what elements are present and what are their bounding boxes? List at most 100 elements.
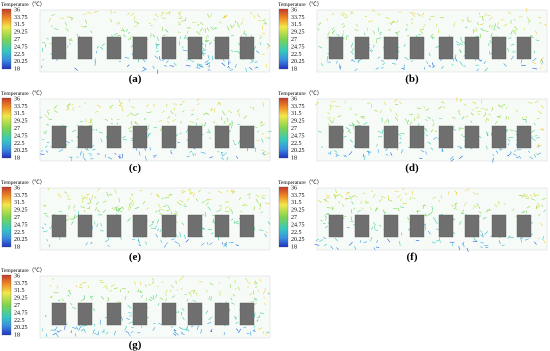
- velocity-vector: [497, 200, 500, 205]
- velocity-vector: [463, 103, 467, 106]
- velocity-vector: [507, 235, 511, 239]
- server-rack: [51, 125, 67, 149]
- velocity-vector: [396, 19, 399, 23]
- velocity-vector: [530, 198, 536, 201]
- velocity-vector: [535, 136, 541, 139]
- velocity-vector: [92, 308, 96, 312]
- velocity-vector: [75, 326, 79, 331]
- velocity-vector: [68, 156, 72, 158]
- velocity-vector: [533, 192, 536, 198]
- velocity-vector: [91, 194, 93, 200]
- colorbar-tick: 24.75: [14, 133, 28, 139]
- velocity-vector: [338, 63, 341, 69]
- velocity-vector: [396, 148, 398, 151]
- velocity-vector: [149, 296, 155, 300]
- velocity-vector: [137, 288, 140, 292]
- velocity-vector: [352, 122, 354, 125]
- velocity-vector: [449, 156, 454, 160]
- velocity-vector: [103, 200, 107, 203]
- velocity-vector: [192, 21, 197, 24]
- velocity-vector: [496, 26, 501, 30]
- velocity-vector: [459, 50, 461, 53]
- velocity-vector: [49, 227, 52, 229]
- server-rack: [239, 125, 255, 149]
- velocity-vector: [113, 32, 118, 36]
- velocity-vector: [434, 130, 438, 133]
- velocity-vector: [129, 129, 132, 133]
- domain: [39, 98, 271, 162]
- server-rack: [161, 125, 177, 149]
- velocity-vector: [381, 59, 384, 62]
- server-rack: [383, 36, 399, 60]
- velocity-vector: [369, 49, 372, 52]
- velocity-vector: [377, 130, 382, 134]
- velocity-vector: [521, 210, 526, 214]
- velocity-vector: [314, 101, 320, 106]
- velocity-vector: [121, 27, 125, 33]
- velocity-vector: [357, 60, 360, 64]
- colorbar-tick: 29.25: [291, 208, 305, 214]
- velocity-vector: [399, 137, 402, 140]
- velocity-vector: [44, 145, 48, 148]
- colorbar-tick: 33.75: [291, 104, 305, 110]
- velocity-vector: [480, 28, 484, 32]
- velocity-vector: [534, 100, 539, 104]
- velocity-vector: [186, 155, 190, 158]
- server-rack: [106, 214, 122, 238]
- velocity-vector: [409, 11, 413, 14]
- velocity-vector: [496, 116, 501, 118]
- velocity-vector: [45, 315, 47, 318]
- velocity-vector: [538, 145, 540, 148]
- velocity-vector: [157, 228, 160, 231]
- velocity-vector: [230, 190, 235, 192]
- velocity-vector: [427, 141, 432, 145]
- velocity-vector: [174, 331, 179, 336]
- velocity-vector: [79, 325, 82, 329]
- velocity-vector: [174, 211, 178, 214]
- velocity-vector: [540, 58, 543, 61]
- velocity-vector: [230, 124, 233, 129]
- velocity-vector: [53, 105, 58, 109]
- velocity-vector: [228, 122, 232, 127]
- velocity-vector: [457, 146, 463, 148]
- colorbar-tick: 27: [291, 215, 297, 221]
- server-rack: [328, 214, 344, 238]
- velocity-vector: [140, 281, 142, 286]
- velocity-vector: [462, 243, 465, 248]
- velocity-vector: [380, 196, 386, 198]
- velocity-vector: [185, 65, 191, 67]
- velocity-vector: [201, 51, 205, 56]
- velocity-vector: [82, 153, 84, 158]
- velocity-vector: [240, 21, 244, 25]
- velocity-vector: [435, 24, 437, 27]
- velocity-vector: [178, 23, 181, 26]
- velocity-vector: [261, 152, 265, 156]
- velocity-vector: [375, 67, 379, 70]
- colorbar-tick: 18: [14, 156, 20, 162]
- velocity-vector: [118, 208, 120, 213]
- velocity-vector: [250, 300, 255, 303]
- velocity-vector: [48, 244, 51, 248]
- velocity-vector: [371, 190, 374, 192]
- velocity-vector: [71, 221, 74, 225]
- velocity-vector: [250, 60, 255, 64]
- velocity-vector: [453, 22, 455, 27]
- velocity-vector: [231, 302, 235, 305]
- colorbar-tick: 20.25: [14, 59, 28, 65]
- velocity-vector: [520, 59, 523, 64]
- velocity-vector: [338, 201, 341, 204]
- velocity-vector: [218, 102, 221, 106]
- colorbar-tick: 36: [14, 273, 20, 279]
- velocity-vector: [74, 67, 79, 71]
- velocity-vector: [130, 44, 134, 48]
- velocity-vector: [485, 108, 488, 111]
- velocity-vector: [390, 152, 393, 156]
- colorbar-tick: 24.75: [14, 310, 28, 316]
- velocity-vector: [96, 104, 102, 108]
- velocity-vector: [342, 25, 346, 28]
- velocity-vector: [255, 194, 260, 197]
- velocity-vector: [539, 128, 545, 131]
- colorbar-tick: 27: [291, 37, 297, 43]
- velocity-vector: [461, 241, 465, 245]
